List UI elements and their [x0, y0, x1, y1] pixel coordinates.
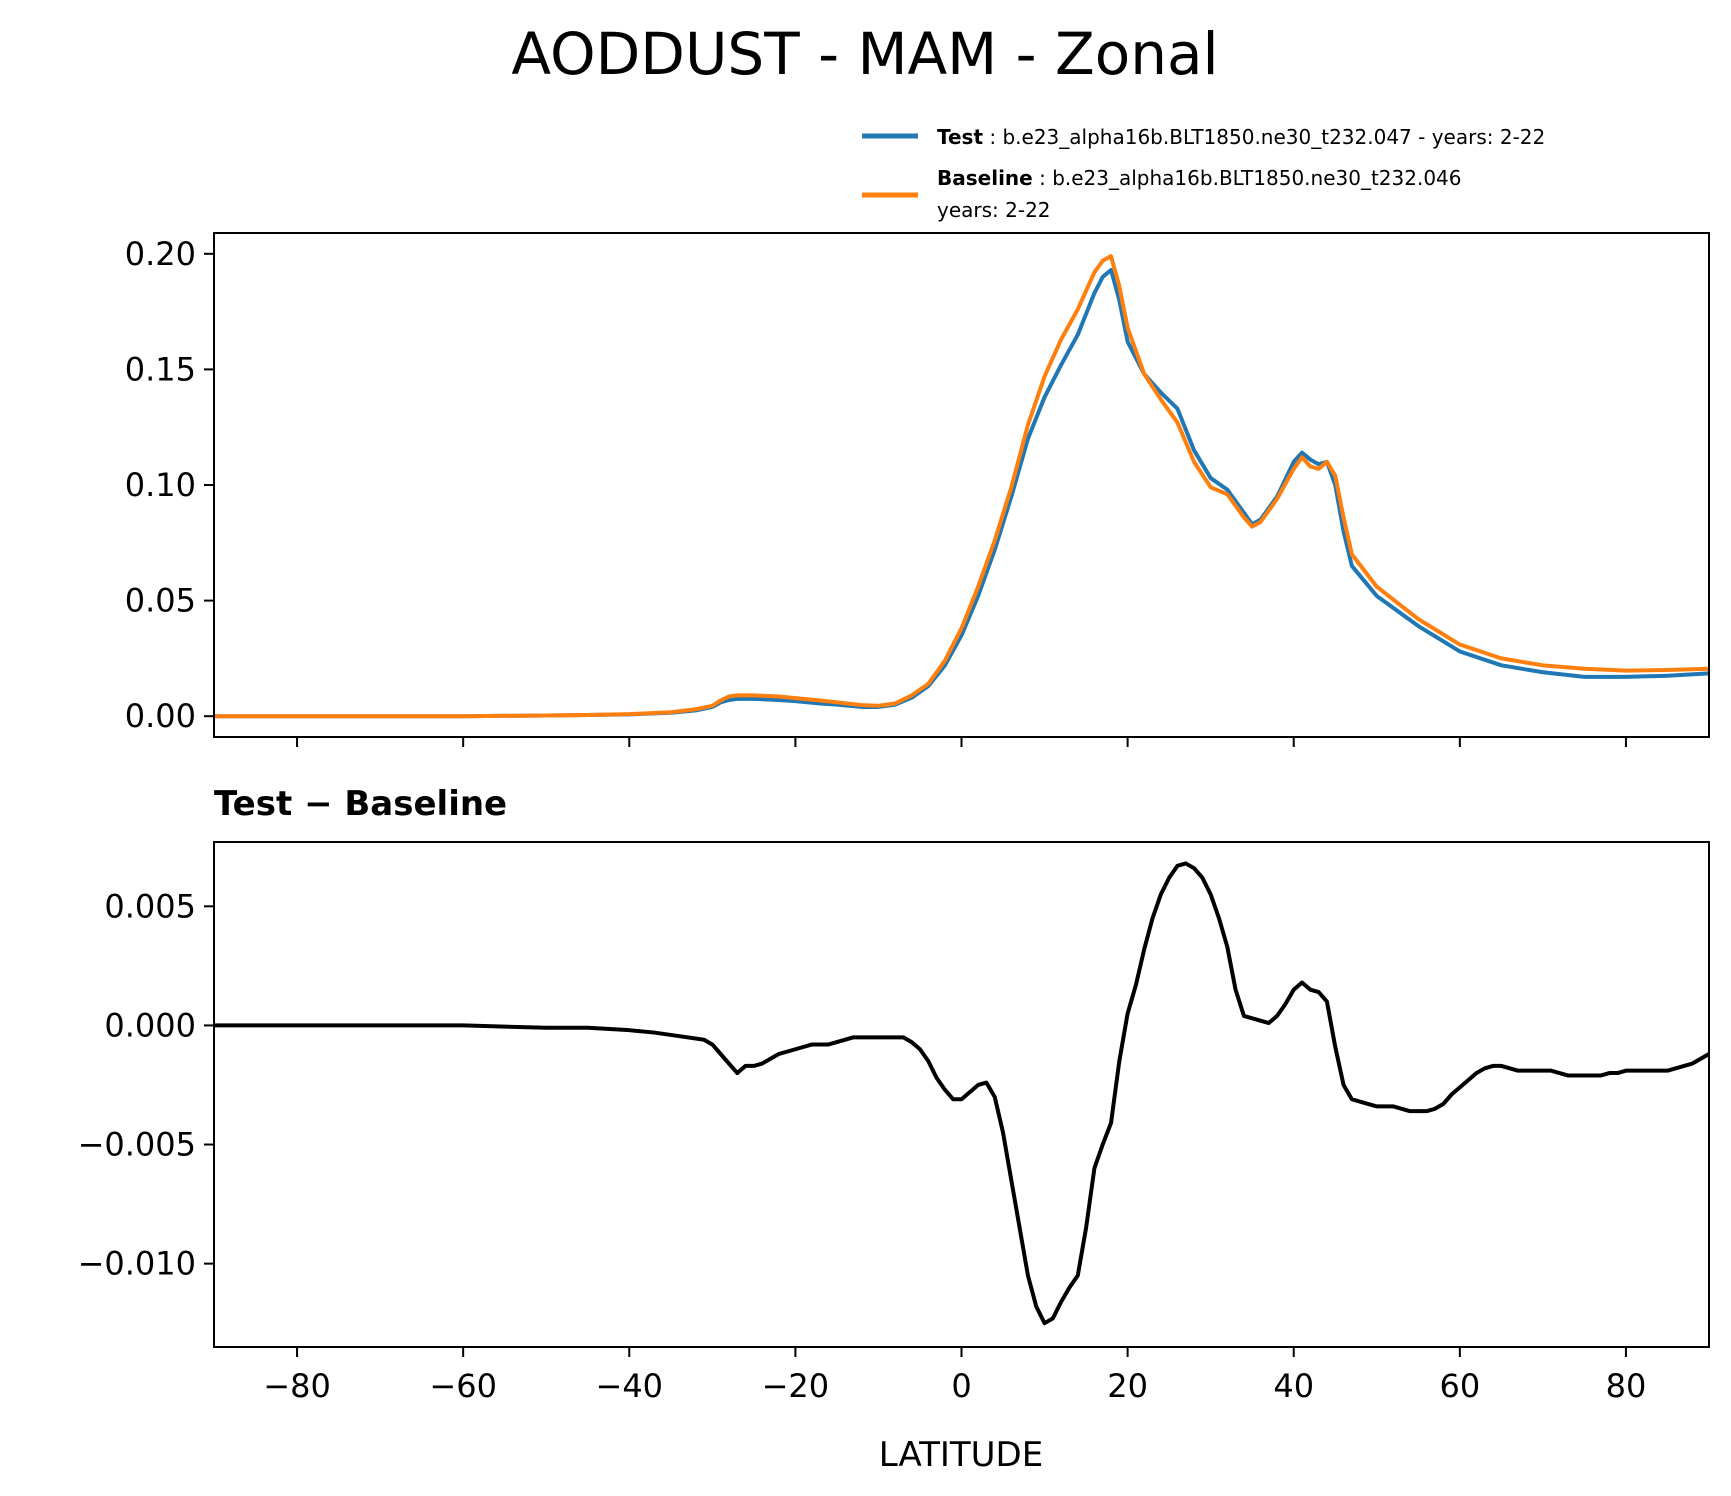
bottom-ticks-group: −0.010 −0.005 0.000 0.005 −80 −60 −40 −20 0 20 40 6…: [78, 887, 1647, 1405]
legend-label-baseline-text: : b.e23_alpha16b.BLT1850.ne30_t232.046: [1039, 166, 1461, 190]
bottom-ytick-label: −0.010: [78, 1245, 196, 1283]
legend-label-baseline: Baseline : b.e23_alpha16b.BLT1850.ne30_t…: [937, 166, 1462, 190]
top-ytick-label: 0.00: [125, 697, 196, 735]
top-series-group: [214, 254, 1710, 719]
bottom-xtick-label: 60: [1439, 1367, 1480, 1405]
x-axis-label: LATITUDE: [879, 1435, 1043, 1475]
bottom-xtick-label: −20: [762, 1367, 830, 1405]
bottom-ytick-label: 0.000: [104, 1006, 196, 1044]
panel-bottom: Test − Baseline −0.010 −0.005 0.000 0.005 −8…: [78, 784, 1710, 1475]
top-ytick-label: 0.05: [125, 582, 196, 620]
bottom-xtick-label: −80: [263, 1367, 331, 1405]
top-series-line-test: [214, 267, 1710, 719]
panel-top: 0.00 0.05 0.10 0.15 0.20: [125, 232, 1710, 747]
bottom-xtick-label: 80: [1606, 1367, 1647, 1405]
top-ytick-label: 0.15: [125, 350, 196, 388]
legend-label-baseline-line2: years: 2-22: [937, 198, 1051, 222]
bottom-series-line-difference: [214, 861, 1710, 1326]
bottom-xtick-label: 20: [1107, 1367, 1148, 1405]
bottom-series-group: [214, 861, 1710, 1326]
top-ytick-label: 0.20: [125, 235, 196, 273]
top-ytick-label: 0.10: [125, 466, 196, 504]
legend-label-test-bold: Test: [937, 125, 983, 149]
bottom-ytick-label: 0.005: [104, 887, 196, 925]
legend: Test : b.e23_alpha16b.BLT1850.ne30_t232.…: [862, 125, 1545, 222]
figure-title: AODDUST - MAM - Zonal: [511, 20, 1218, 88]
bottom-xtick-label: −60: [429, 1367, 497, 1405]
bottom-ytick-label: −0.005: [78, 1126, 196, 1164]
top-series-line-baseline: [214, 254, 1710, 719]
bottom-xtick-label: 40: [1273, 1367, 1314, 1405]
top-ticks-group: 0.00 0.05 0.10 0.15 0.20: [125, 235, 1627, 747]
bottom-xtick-label: −40: [596, 1367, 664, 1405]
bottom-xtick-label: 0: [951, 1367, 971, 1405]
legend-label-baseline-bold: Baseline: [937, 166, 1033, 190]
bottom-panel-title: Test − Baseline: [214, 784, 507, 824]
legend-label-test-text: : b.e23_alpha16b.BLT1850.ne30_t232.047 -…: [989, 125, 1545, 149]
legend-label-test: Test : b.e23_alpha16b.BLT1850.ne30_t232.…: [937, 125, 1545, 149]
bottom-axes-frame: [213, 841, 1710, 1348]
